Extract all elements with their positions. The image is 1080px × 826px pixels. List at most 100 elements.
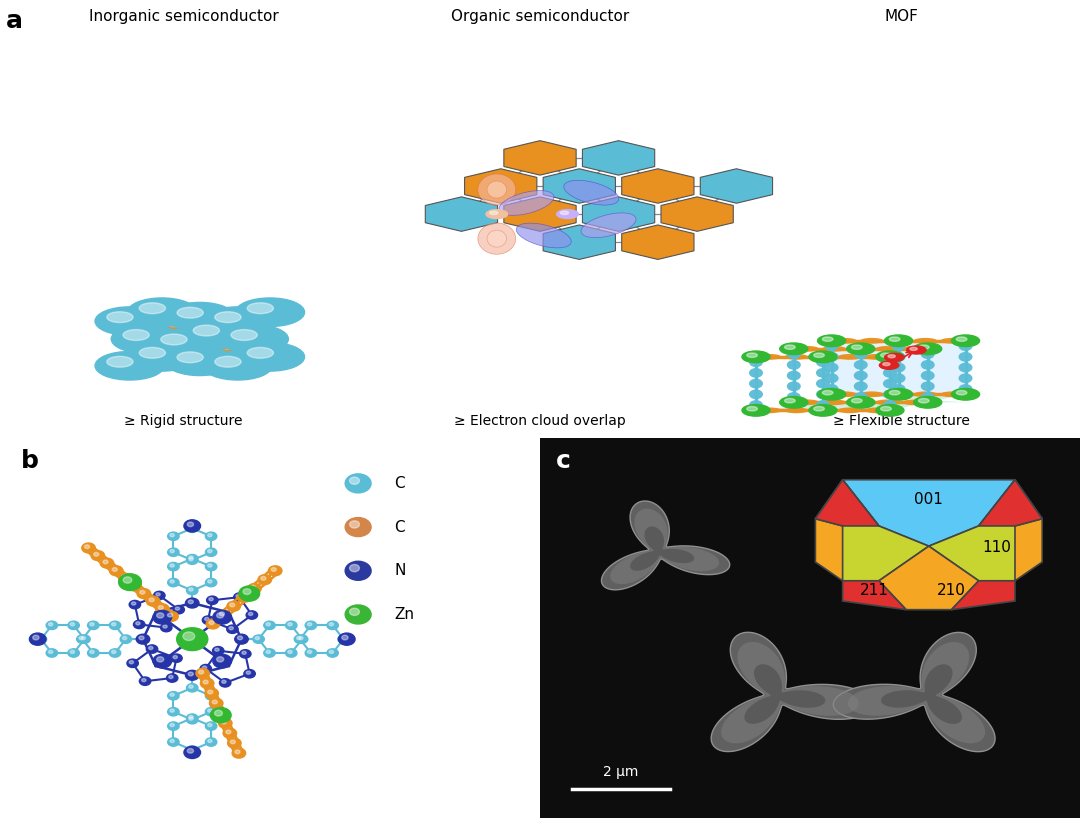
- Circle shape: [208, 621, 214, 624]
- Polygon shape: [464, 169, 537, 203]
- Circle shape: [167, 722, 179, 730]
- Circle shape: [193, 325, 219, 336]
- Circle shape: [780, 396, 808, 408]
- Circle shape: [170, 709, 174, 712]
- Circle shape: [137, 589, 150, 599]
- Circle shape: [170, 534, 174, 537]
- Polygon shape: [842, 480, 1015, 546]
- Text: 110: 110: [983, 540, 1011, 555]
- Circle shape: [167, 738, 179, 746]
- Ellipse shape: [833, 338, 856, 344]
- Circle shape: [235, 595, 241, 598]
- Ellipse shape: [903, 346, 927, 352]
- Ellipse shape: [564, 180, 619, 205]
- Circle shape: [247, 348, 273, 358]
- Polygon shape: [661, 197, 733, 231]
- Circle shape: [168, 676, 173, 678]
- Ellipse shape: [920, 392, 935, 402]
- Circle shape: [215, 311, 241, 323]
- Circle shape: [234, 750, 240, 754]
- Ellipse shape: [816, 368, 831, 377]
- Circle shape: [203, 324, 221, 331]
- Circle shape: [202, 666, 206, 669]
- Circle shape: [346, 562, 372, 580]
- Circle shape: [165, 611, 178, 621]
- Circle shape: [153, 654, 172, 668]
- Circle shape: [149, 647, 153, 649]
- Circle shape: [350, 608, 360, 615]
- Circle shape: [240, 650, 251, 658]
- Circle shape: [207, 564, 212, 567]
- Circle shape: [217, 710, 221, 714]
- Circle shape: [296, 635, 308, 643]
- Circle shape: [203, 307, 272, 335]
- Ellipse shape: [959, 363, 972, 373]
- Circle shape: [297, 637, 301, 639]
- Circle shape: [207, 693, 212, 696]
- Circle shape: [188, 672, 193, 676]
- Circle shape: [217, 610, 230, 620]
- Ellipse shape: [883, 400, 896, 410]
- Text: a: a: [5, 9, 23, 33]
- Circle shape: [123, 330, 149, 340]
- Ellipse shape: [487, 181, 507, 198]
- Circle shape: [123, 577, 132, 583]
- Ellipse shape: [854, 392, 868, 402]
- Polygon shape: [744, 664, 825, 724]
- Circle shape: [70, 623, 75, 626]
- Ellipse shape: [795, 346, 819, 352]
- Circle shape: [818, 335, 846, 347]
- Polygon shape: [842, 581, 906, 610]
- Circle shape: [109, 621, 121, 629]
- Circle shape: [111, 623, 116, 626]
- Circle shape: [77, 635, 89, 643]
- Circle shape: [173, 605, 185, 614]
- Circle shape: [149, 346, 167, 354]
- Polygon shape: [815, 480, 879, 526]
- Circle shape: [338, 635, 349, 643]
- Text: ≥ Electron cloud overlap: ≥ Electron cloud overlap: [454, 414, 626, 428]
- Circle shape: [122, 637, 126, 639]
- Circle shape: [918, 398, 929, 403]
- Circle shape: [189, 556, 193, 559]
- Circle shape: [81, 637, 85, 639]
- Circle shape: [876, 405, 904, 416]
- Circle shape: [205, 563, 217, 571]
- Ellipse shape: [816, 358, 831, 367]
- Ellipse shape: [750, 358, 762, 367]
- Circle shape: [266, 623, 270, 626]
- Circle shape: [851, 345, 862, 349]
- Circle shape: [189, 685, 193, 688]
- Ellipse shape: [959, 341, 972, 351]
- Circle shape: [212, 700, 217, 704]
- Ellipse shape: [784, 407, 808, 413]
- Circle shape: [231, 330, 257, 340]
- Circle shape: [914, 343, 942, 354]
- Ellipse shape: [786, 360, 800, 370]
- Circle shape: [107, 311, 133, 323]
- Circle shape: [139, 348, 165, 358]
- Ellipse shape: [822, 400, 846, 406]
- Circle shape: [132, 602, 136, 605]
- Circle shape: [170, 739, 174, 743]
- Circle shape: [183, 632, 194, 640]
- Circle shape: [203, 352, 272, 380]
- Circle shape: [90, 623, 94, 626]
- Circle shape: [189, 717, 193, 720]
- Circle shape: [885, 354, 904, 362]
- Circle shape: [215, 356, 241, 368]
- Circle shape: [253, 635, 265, 643]
- Ellipse shape: [757, 407, 781, 413]
- Circle shape: [49, 650, 53, 653]
- Circle shape: [205, 722, 217, 730]
- Circle shape: [243, 589, 251, 595]
- Ellipse shape: [786, 382, 800, 392]
- Ellipse shape: [959, 373, 972, 383]
- Circle shape: [217, 657, 224, 662]
- Circle shape: [329, 623, 334, 626]
- Circle shape: [127, 343, 197, 371]
- Circle shape: [139, 677, 151, 686]
- Circle shape: [251, 586, 256, 589]
- Ellipse shape: [914, 392, 937, 397]
- Circle shape: [161, 624, 172, 632]
